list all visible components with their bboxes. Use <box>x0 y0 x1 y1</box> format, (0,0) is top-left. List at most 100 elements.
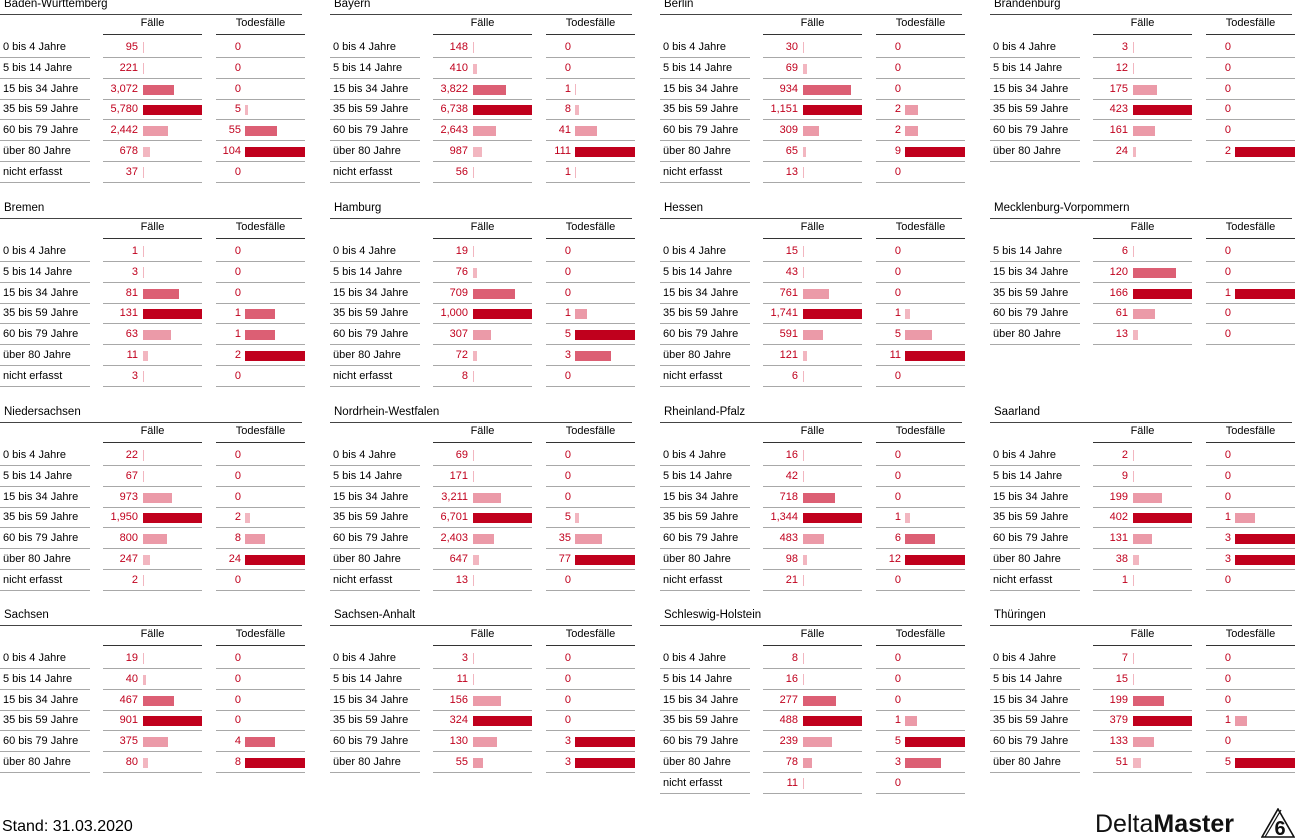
table-row: 35 bis 59 Jahre 324 0 <box>330 710 635 732</box>
row-rule-faelle <box>1093 548 1192 550</box>
age-group-label: 5 bis 14 Jahre <box>663 672 733 685</box>
age-group-label: 15 bis 34 Jahre <box>333 82 409 95</box>
cases-bar <box>473 105 532 116</box>
deaths-bar <box>905 105 918 116</box>
row-rule-faelle <box>763 181 862 183</box>
deaths-value: 0 <box>1224 41 1231 53</box>
cases-value: 7 <box>1121 652 1128 664</box>
row-rule-todesfaelle <box>216 119 305 121</box>
deaths-value: 0 <box>1224 307 1231 320</box>
header-rule-todesfaelle <box>876 442 965 443</box>
cases-value: 1,950 <box>110 511 138 524</box>
deaths-value: 8 <box>234 532 241 545</box>
cases-bar <box>143 695 174 706</box>
row-rule-label <box>0 323 90 325</box>
row-rule-todesfaelle <box>1206 506 1295 508</box>
age-group-label: 15 bis 34 Jahre <box>333 490 409 503</box>
age-group-label: 35 bis 59 Jahre <box>663 307 739 320</box>
row-rule-todesfaelle <box>216 772 305 773</box>
row-rule-label <box>330 548 420 550</box>
cases-value: 72 <box>455 349 468 361</box>
state-panel: Rheinland-Pfalz Fälle Todesfälle 0 bis 4 Ja… <box>660 406 965 608</box>
cases-bar <box>473 63 477 74</box>
age-group-label: 5 bis 14 Jahre <box>663 469 733 482</box>
header-rule-faelle <box>763 238 862 239</box>
row-rule-faelle <box>763 589 862 591</box>
cases-bar <box>473 737 497 748</box>
table-row: 15 bis 34 Jahre 199 0 <box>990 487 1295 508</box>
row-rule-faelle <box>433 548 532 550</box>
row-rule-faelle <box>103 323 202 325</box>
row-rule-todesfaelle <box>216 688 305 690</box>
row-rule-faelle <box>763 485 862 487</box>
age-group-label: über 80 Jahre <box>333 349 401 361</box>
row-rule-label <box>330 365 420 366</box>
cases-value: 402 <box>1109 511 1128 524</box>
row-rule-faelle <box>763 261 862 262</box>
title-rule <box>0 422 302 423</box>
table-row: 60 bis 79 Jahre 130 3 <box>330 731 635 753</box>
cases-bar <box>803 470 804 482</box>
deaths-value: 0 <box>564 265 571 278</box>
row-rule-todesfaelle <box>546 77 635 79</box>
panel-title: Niedersachsen <box>4 406 81 418</box>
deaths-value: 0 <box>234 573 241 586</box>
deaths-bar <box>245 555 305 565</box>
deaths-value: 1 <box>894 714 901 727</box>
header-rule-faelle <box>433 34 532 35</box>
panel-title: Berlin <box>664 0 694 10</box>
age-group-label: 0 bis 4 Jahre <box>333 41 396 53</box>
panel-title: Nordrhein-Westfalen <box>334 406 440 418</box>
table-row: 5 bis 14 Jahre 410 0 <box>330 58 635 79</box>
age-group-label: 5 bis 14 Jahre <box>333 61 403 74</box>
cases-value: 63 <box>125 328 138 341</box>
row-rule-label <box>0 57 90 58</box>
row-rule-faelle <box>763 302 862 304</box>
row-rule-label <box>0 365 90 366</box>
deaths-bar <box>905 126 918 137</box>
row-rule-todesfaelle <box>876 181 965 183</box>
cases-value: 15 <box>1115 672 1128 685</box>
row-rule-label <box>660 281 750 283</box>
cases-bar <box>1133 62 1134 74</box>
row-rule-faelle <box>763 792 862 794</box>
deaths-value: 0 <box>1224 735 1231 748</box>
row-rule-todesfaelle <box>546 772 635 773</box>
age-group-label: 60 bis 79 Jahre <box>3 735 79 748</box>
row-rule-label <box>660 57 750 58</box>
row-rule-label <box>660 688 750 690</box>
cases-value: 3 <box>131 265 138 278</box>
header-rule-faelle <box>433 645 532 646</box>
cases-bar <box>1133 695 1164 706</box>
deaths-value: 0 <box>234 714 241 727</box>
deaths-value: 111 <box>554 145 571 157</box>
cases-value: 2,442 <box>110 124 138 137</box>
age-group-label: 60 bis 79 Jahre <box>993 124 1069 137</box>
cases-value: 30 <box>785 41 798 53</box>
row-rule-label <box>330 730 420 732</box>
table-row: über 80 Jahre 80 8 <box>0 752 305 773</box>
title-rule <box>660 14 962 15</box>
deaths-bar <box>575 351 611 361</box>
panel-title: Hamburg <box>334 202 382 214</box>
row-rule-label <box>660 161 750 162</box>
row-rule-faelle <box>1093 161 1192 162</box>
cases-value: 6 <box>791 369 798 382</box>
row-rule-todesfaelle <box>216 730 305 732</box>
row-rule-faelle <box>763 98 862 100</box>
row-rule-todesfaelle <box>1206 98 1295 100</box>
age-group-label: 5 bis 14 Jahre <box>993 245 1063 257</box>
deaths-bar <box>1235 758 1295 768</box>
cases-value: 3,211 <box>441 490 468 503</box>
row-rule-label <box>330 709 420 711</box>
row-rule-label <box>660 98 750 100</box>
state-panel: Nordrhein-Westfalen Fälle Todesfälle 0 bis … <box>330 406 635 608</box>
title-rule <box>330 422 632 423</box>
row-rule-label <box>0 77 90 79</box>
deaths-value: 0 <box>894 265 901 278</box>
row-rule-todesfaelle <box>546 465 635 466</box>
row-rule-todesfaelle <box>876 344 965 346</box>
state-panel: Sachsen Fälle Todesfälle 0 bis 4 Jahre 19 0 5 … <box>0 609 305 811</box>
header-rule-faelle <box>433 442 532 443</box>
cases-value: 61 <box>1115 307 1128 320</box>
